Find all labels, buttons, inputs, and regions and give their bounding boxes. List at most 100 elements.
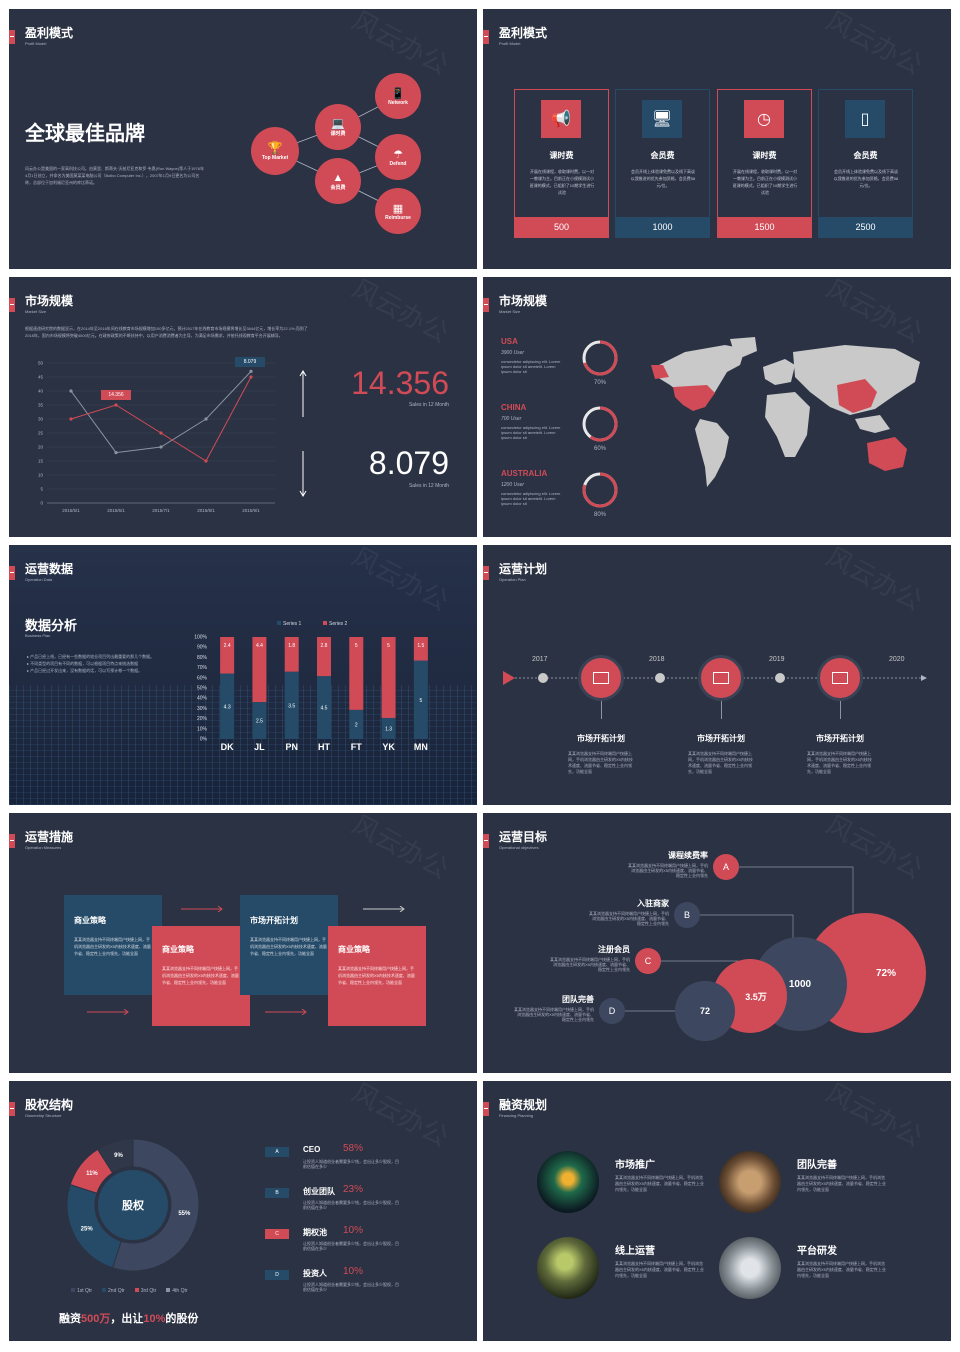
slide-header: 市场规模 Market Size <box>483 277 951 325</box>
slide-subtitle: Operation Measures <box>25 845 62 850</box>
node-reimburse: ▦ Reimburse <box>375 188 421 234</box>
slide-operational-objectives[interactable]: 运营目标 Operational objectives 风云办公 72% 100… <box>483 813 951 1073</box>
slide-title: 运营数据 <box>25 562 74 576</box>
data-point <box>114 451 118 455</box>
card-title: 课时费 <box>549 151 574 160</box>
card-title: 会员费 <box>650 151 675 160</box>
slide-title: 股权结构 <box>25 1098 74 1112</box>
data-label: 4.5 <box>321 706 328 712</box>
y-tick-label: 40% <box>197 696 208 702</box>
data-point <box>69 389 73 393</box>
objective-text: 某某浏览器支持不同终端用户快捷上网，手机浏览器由主研发的X5内核速度、流量节省、… <box>628 863 708 878</box>
slide-operation-measures[interactable]: 运营措施 Operation Measures 风云办公 商业策略 某某浏览器支… <box>9 813 477 1073</box>
bullet-list: ▸ 产品已经上线，已经有一些数据的较业项目列出最重要的那几个数据。 ▸ 不同类型… <box>27 653 177 674</box>
timeline-node[interactable] <box>578 655 624 701</box>
revenue-card[interactable]: 📢 课时费 开展在线课程，收取课时费，以一对一教课为主。目前正在小规模测试小班课的模… <box>514 89 609 238</box>
y-tick-label: 15 <box>38 459 44 464</box>
region-text: consectetur adipiscing elit. Lorem ipsum… <box>501 359 561 374</box>
slide-profit-model[interactable]: 盈利模式 Profit Model 风云办公 全球最佳品牌 风云办公是美国的一家… <box>9 9 477 269</box>
category-label: PN <box>285 742 298 752</box>
revenue-card[interactable]: 🖥 会员费 会员开线上体验课免费以及线下高谈以我推进的优先参加资格，会员费58元/位… <box>615 89 710 238</box>
legend-swatch <box>134 1288 139 1292</box>
document-icon <box>593 672 609 684</box>
category-label: HT <box>318 742 330 752</box>
row-name: CEO <box>303 1145 321 1154</box>
bullet-item: ▸ 产品已经上线，已经有一些数据的较业项目列出最重要的那几个数据。 <box>27 654 155 659</box>
slide-ownership-structure[interactable]: 股权结构 Ownership Structure 风云办公 55% 25% 11% 9… <box>9 1081 477 1341</box>
body-text: 风云办公是美国的一家高科技公司。由莫里、斯蒂夫·沃兹尼亚克和罗·韦恩(Ron W… <box>25 166 204 185</box>
slide-subtitle: Operational objectives <box>499 845 539 850</box>
accent-bar <box>9 834 15 848</box>
bar-segment-2 <box>317 637 331 677</box>
node-stem <box>840 701 841 719</box>
donut-legend: 1st Qtr 2nd Qtr 3rd Qtr 4th Qtr <box>71 1288 211 1294</box>
plan-title: 市场开拓计划 <box>697 734 745 743</box>
legend-item: 1st Qtr <box>71 1288 92 1294</box>
section-subheading: Business Plan <box>25 633 51 638</box>
arrow-icon <box>265 1009 307 1015</box>
legend-item: 2nd Qtr <box>102 1288 125 1294</box>
slide-profit-cards[interactable]: 盈利模式 Profit Model 风云办公 📢 课时费 开展在线课程，收取课时费，… <box>483 9 951 269</box>
region-text: consectetur adipiscing elit. Lorem ipsum… <box>501 425 561 440</box>
laptop-icon: 💻 <box>331 118 345 130</box>
slide-title: 市场规模 <box>499 294 548 308</box>
bullet-item: ▸ 不同类型的项目有不同的数据，可以根据项目特点来挑选数据 <box>27 661 139 666</box>
y-tick-label: 40 <box>38 389 44 394</box>
row-text: 让投资人知道创业者需要多少钱，会出让多少股权，目前估值在多少 <box>303 1200 399 1210</box>
slide-header: 运营数据 Operation Data <box>9 545 477 593</box>
devices-icon: 📱 <box>391 87 405 100</box>
item-title: 市场推广 <box>615 1160 655 1171</box>
region-name: AUSTRALIA <box>501 469 548 478</box>
digital-field-background <box>9 685 477 805</box>
y-tick-label: 30 <box>38 417 44 422</box>
line-series-2 <box>70 371 252 454</box>
node-course-fee: 💻 课时费 <box>315 104 361 150</box>
slide-market-size-chart[interactable]: 市场规模 Market Size 风云办公 根据速途研究院的数据显示，在2014… <box>9 277 477 537</box>
slide-operation-plan[interactable]: 运营计划 Operation Plan 风云办公 2017 2018 2019 … <box>483 545 951 805</box>
timeline-node[interactable] <box>698 655 744 701</box>
y-tick-label: 50 <box>38 361 44 366</box>
legend-item: 3rd Qtr <box>134 1288 156 1294</box>
revenue-card[interactable]: ▯ 会员费会员开线上体验课免费以及线下高谈以我推进的优先参加资格，会员费58元/位… <box>818 89 913 238</box>
connector-lines <box>625 866 854 1012</box>
slide-financing-planning[interactable]: 融资规划 Financing Planning 风云办公 市场推广 某某浏览器支持… <box>483 1081 951 1341</box>
legend-item: 4th Qtr <box>166 1288 188 1294</box>
slide-subtitle: Financing Planning <box>499 1113 534 1118</box>
progress-ring <box>582 406 618 442</box>
document-icon <box>713 672 729 684</box>
y-tick-label: 0 <box>40 501 43 506</box>
card-title: 会员费 <box>853 151 878 160</box>
node-stem <box>601 701 602 719</box>
slide-market-size-map[interactable]: 市场规模 Market Size 风云办公 USA 3900 User consec… <box>483 277 951 537</box>
row-percent: 10% <box>343 1266 364 1277</box>
slide-operation-data[interactable]: 运营数据 Operation Data 风云办公 数据分析 Business P… <box>9 545 477 805</box>
revenue-card[interactable]: ◷ 课时费 开展在线课程，收取课时费，以一对一教课为主。目前正在小规模测试小班课的模… <box>717 89 812 238</box>
door-icon: ▯ <box>845 100 885 138</box>
row-badge: D <box>265 1270 289 1280</box>
x-tick-label: 2015/8/1 <box>197 508 215 513</box>
y-tick-label: 50% <box>197 686 208 692</box>
card-value: 2500 <box>819 217 912 237</box>
bar-segment-1 <box>413 660 428 739</box>
card-text: 会员开线上体验课免费以及线下高谈以我推进的优先参加资格，会员费58元/位。 <box>833 169 899 188</box>
accent-bar <box>9 30 15 44</box>
timeline-node[interactable] <box>817 655 863 701</box>
card-text: 会员开线上体验课免费以及线下高谈以我推进的优先参加资格，会员费58元/位。 <box>630 169 696 188</box>
slide-title: 融资规划 <box>499 1098 548 1112</box>
data-label: 5 <box>355 643 358 649</box>
bar-segment-2 <box>284 637 299 672</box>
row-percent: 10% <box>343 1225 364 1236</box>
data-label: 2 <box>355 722 358 728</box>
body-text: 根据速途研究院的数据显示，在2014年至2016年间在线教育市场规模增加100多… <box>25 326 308 338</box>
big-metric-2: 8.079 <box>368 445 449 481</box>
document-icon <box>832 672 848 684</box>
region-users: 700 User <box>501 416 522 422</box>
progress-ring <box>582 340 618 376</box>
data-point <box>204 459 208 463</box>
big-metric-1: 14.356 <box>351 365 449 401</box>
region-users: 1200 User <box>501 482 525 488</box>
big-metric-2-caption: Sales in 12 Month <box>408 483 449 489</box>
slide-title: 运营计划 <box>499 562 548 576</box>
stacked-bar-chart: 0% 10% 20% 30% 40% 50% 60% 70% 80% 90% 100% Series … <box>194 621 428 752</box>
objective-marker: D <box>599 998 625 1024</box>
